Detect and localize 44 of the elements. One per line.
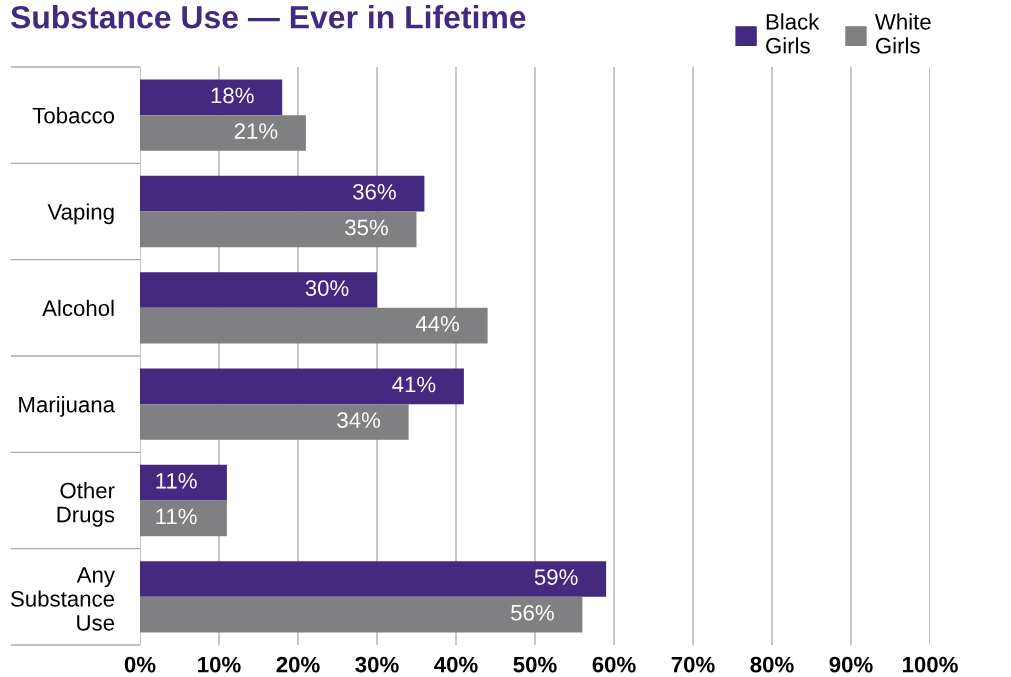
data-label: 30% xyxy=(305,280,349,296)
bar xyxy=(140,464,227,501)
bar xyxy=(140,500,227,537)
data-label: 35% xyxy=(345,219,388,236)
y-tick-label: Marijuana xyxy=(19,396,116,417)
data-label: 56% xyxy=(511,604,554,621)
bar xyxy=(140,211,417,248)
bar xyxy=(140,404,409,440)
bar xyxy=(140,79,283,116)
x-tick-label: 100% xyxy=(902,656,958,673)
y-tick-label: Tobacco xyxy=(32,107,115,124)
bar xyxy=(140,368,464,405)
x-tick-label: 90% xyxy=(829,656,873,673)
x-tick-label: 30% xyxy=(355,656,399,673)
bar xyxy=(140,596,583,633)
data-label: 44% xyxy=(415,315,460,332)
data-label: 11% xyxy=(156,508,197,525)
x-tick-label: 80% xyxy=(750,656,794,673)
y-tick-label: Any Substance Use xyxy=(11,567,115,631)
bar xyxy=(140,175,425,212)
x-tick-label: 50% xyxy=(513,656,557,673)
bar xyxy=(140,272,377,308)
bar xyxy=(140,561,607,597)
chart-title: Substance Use — Ever in Lifetime xyxy=(10,5,526,29)
x-tick-label: 10% xyxy=(198,656,241,673)
data-label: 18% xyxy=(211,87,254,104)
x-tick-label: 0% xyxy=(124,656,156,673)
bar xyxy=(140,307,488,344)
data-label: 34% xyxy=(337,412,381,428)
x-tick-label: 70% xyxy=(671,656,715,673)
data-label: 21% xyxy=(234,123,278,139)
legend-label: White Girls xyxy=(874,13,931,54)
data-label: 41% xyxy=(392,376,436,393)
x-tick-label: 20% xyxy=(276,656,320,673)
y-tick-label: Vaping xyxy=(47,203,114,225)
bar xyxy=(140,115,306,151)
x-tick-label: 60% xyxy=(592,656,636,673)
data-label: 59% xyxy=(534,569,578,585)
data-label: 11% xyxy=(156,473,197,489)
x-tick-label: 40% xyxy=(434,656,478,673)
y-tick-label: Other Drugs xyxy=(57,482,115,527)
y-tick-label: Alcohol xyxy=(42,299,114,317)
data-label: 36% xyxy=(353,183,396,200)
legend-label: Black Girls xyxy=(766,13,820,54)
